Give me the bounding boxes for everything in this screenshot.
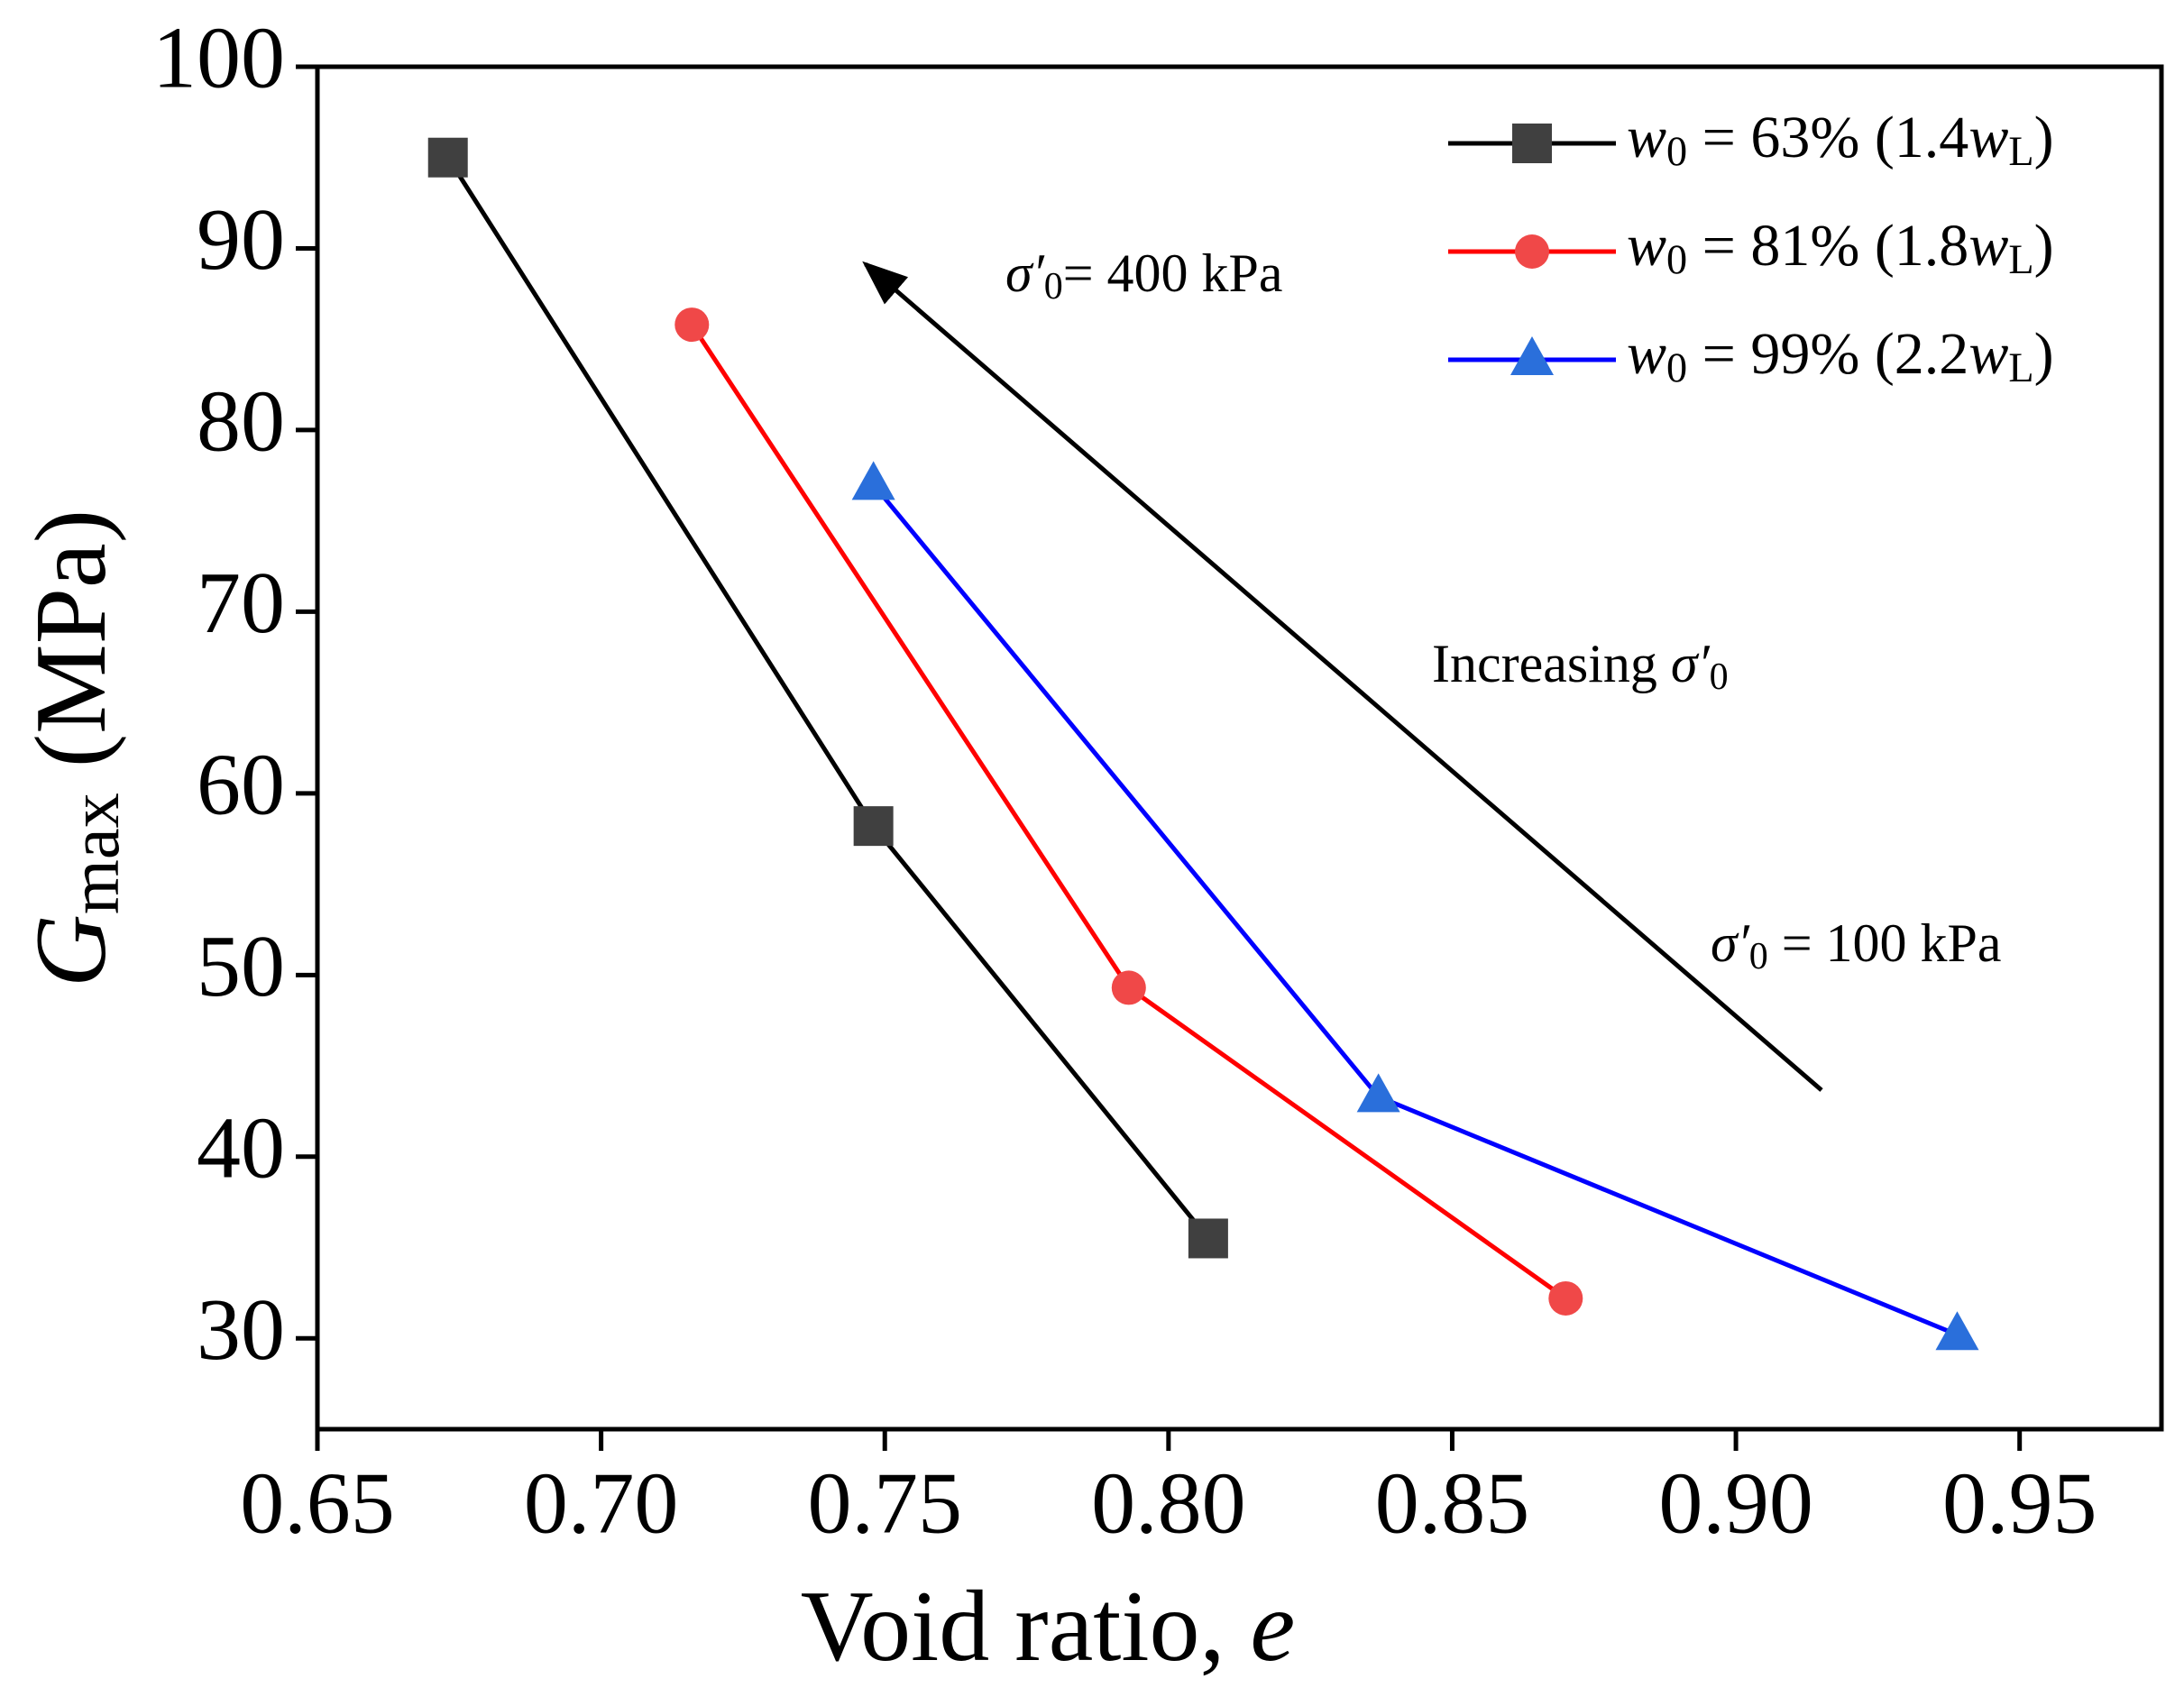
y-tick-label: 40 [197, 1099, 285, 1197]
x-axis-label: Void ratio, e [801, 1571, 1296, 1683]
marker [674, 307, 710, 343]
y-tick-label: 50 [197, 918, 285, 1015]
legend-marker [1510, 336, 1554, 375]
y-tick-label: 60 [197, 736, 285, 833]
marker [427, 137, 468, 178]
legend-label: w0 = 63% (1.4wL) [1627, 105, 2054, 174]
marker [1111, 970, 1146, 1005]
marker [1935, 1311, 1979, 1351]
x-tick-label: 0.70 [524, 1454, 679, 1552]
marker [1188, 1218, 1228, 1259]
y-axis-label: Gmax (MPa) [15, 509, 134, 987]
y-tick-label: 30 [197, 1281, 285, 1379]
x-tick-label: 0.75 [807, 1454, 962, 1552]
marker [851, 461, 895, 500]
annotation: σ′0= 400 kPa [1005, 243, 1283, 307]
x-tick-label: 0.90 [1658, 1454, 1813, 1552]
marker [853, 806, 894, 847]
y-tick-label: 90 [197, 191, 285, 289]
y-tick-label: 80 [197, 372, 285, 470]
y-tick-label: 70 [197, 555, 285, 652]
annotation: Increasing σ′0 [1432, 634, 1729, 698]
legend-label: w0 = 99% (2.2wL) [1627, 321, 2054, 390]
legend-marker [1515, 234, 1549, 269]
x-tick-label: 0.85 [1375, 1454, 1530, 1552]
annotation: σ′0 = 100 kPa [1711, 913, 2002, 977]
marker [1548, 1280, 1583, 1316]
x-tick-label: 0.80 [1091, 1454, 1246, 1552]
marker [1356, 1073, 1400, 1113]
x-tick-label: 0.65 [240, 1454, 395, 1552]
legend-marker [1512, 124, 1552, 163]
legend-label: w0 = 81% (1.8wL) [1627, 213, 2054, 282]
plot-frame [315, 64, 2164, 1432]
series-line [690, 323, 1567, 1300]
x-tick-label: 0.95 [1942, 1454, 2097, 1552]
trend-arrow [862, 261, 1823, 1092]
series-line [445, 156, 1210, 1241]
series-line [871, 482, 1959, 1337]
y-tick-label: 100 [152, 9, 285, 106]
